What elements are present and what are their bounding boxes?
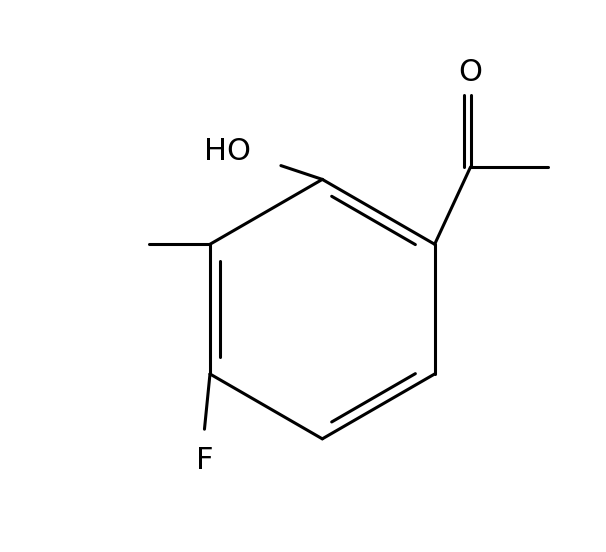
Text: HO: HO [204,137,250,166]
Text: O: O [459,58,482,87]
Text: F: F [196,446,213,475]
